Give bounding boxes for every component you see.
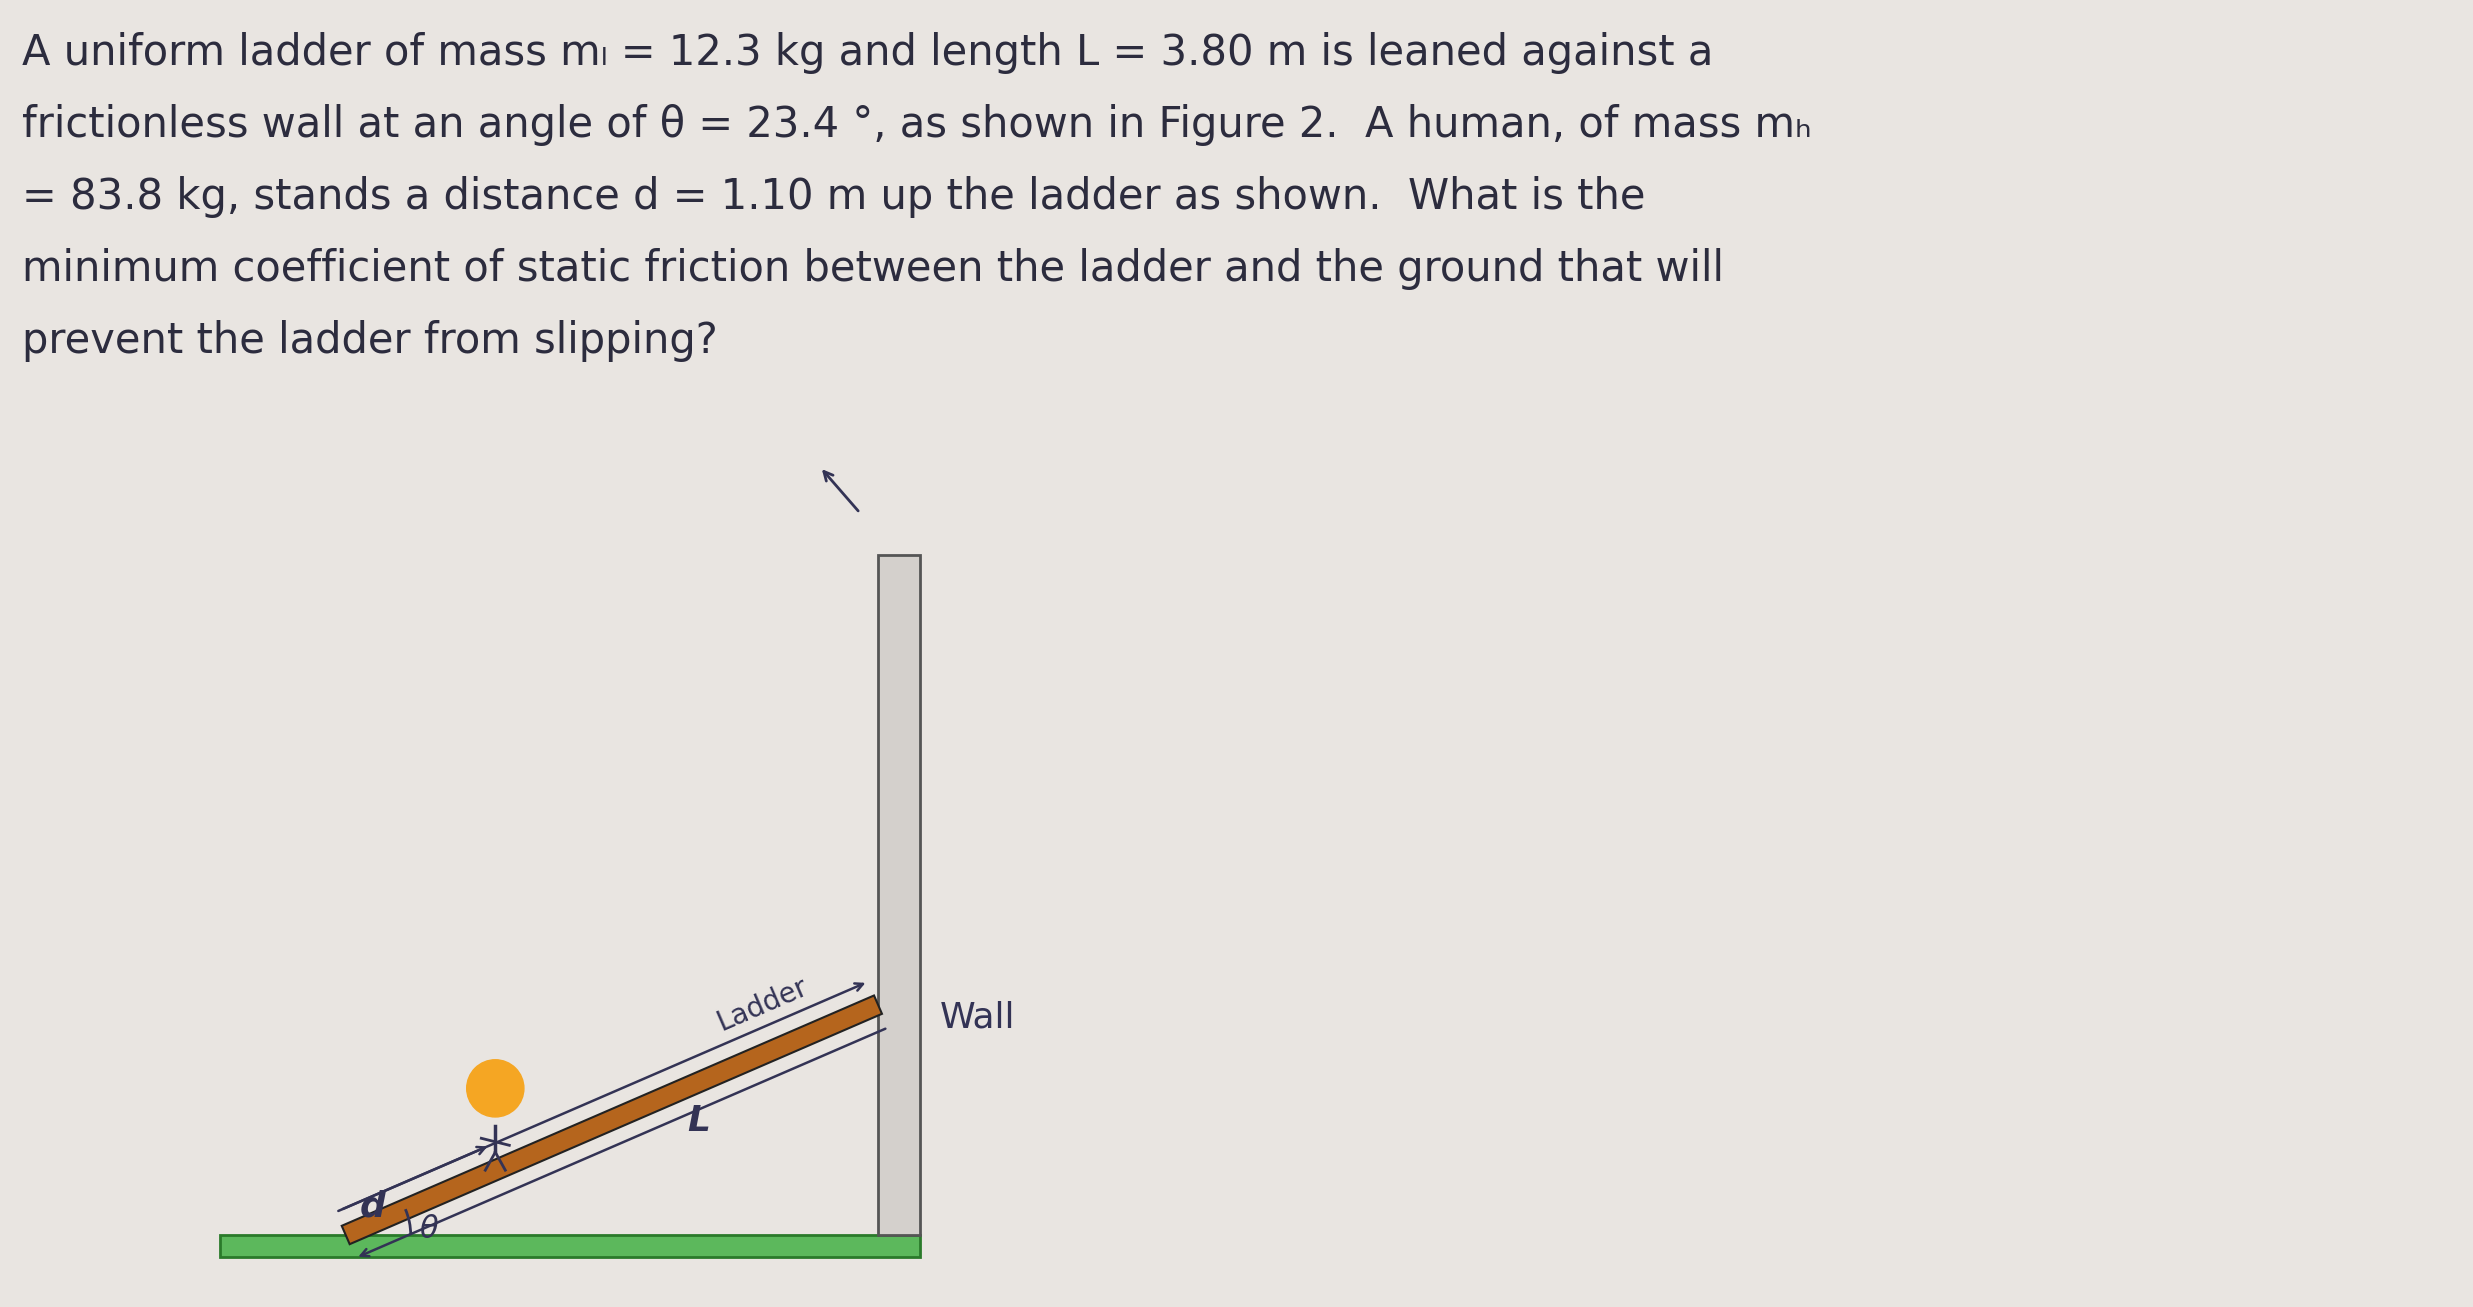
Text: = 83.8 kg, stands a distance d = 1.10 m up the ladder as shown.  What is the: = 83.8 kg, stands a distance d = 1.10 m … <box>22 176 1645 218</box>
Text: frictionless wall at an angle of θ = 23.4 °, as shown in Figure 2.  A human, of : frictionless wall at an angle of θ = 23.… <box>22 105 1813 146</box>
Text: Ladder: Ladder <box>712 972 811 1036</box>
Text: θ: θ <box>420 1216 438 1244</box>
Text: minimum coefficient of static friction between the ladder and the ground that wi: minimum coefficient of static friction b… <box>22 248 1724 290</box>
Text: A uniform ladder of mass mₗ = 12.3 kg and length L = 3.80 m is leaned against a: A uniform ladder of mass mₗ = 12.3 kg an… <box>22 31 1714 74</box>
Text: prevent the ladder from slipping?: prevent the ladder from slipping? <box>22 320 717 362</box>
Text: d: d <box>361 1189 386 1223</box>
Text: L: L <box>687 1104 710 1138</box>
Circle shape <box>467 1060 524 1117</box>
Bar <box>220 1235 920 1257</box>
Polygon shape <box>341 996 883 1244</box>
Bar <box>878 555 920 1235</box>
Text: Wall: Wall <box>940 1000 1016 1034</box>
